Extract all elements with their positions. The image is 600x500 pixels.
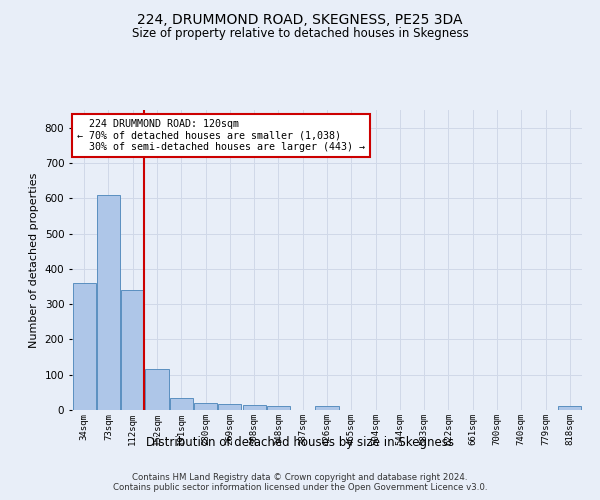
Text: 224 DRUMMOND ROAD: 120sqm
← 70% of detached houses are smaller (1,038)
  30% of : 224 DRUMMOND ROAD: 120sqm ← 70% of detac…: [77, 119, 365, 152]
Y-axis label: Number of detached properties: Number of detached properties: [29, 172, 39, 348]
Text: Contains HM Land Registry data © Crown copyright and database right 2024.
Contai: Contains HM Land Registry data © Crown c…: [113, 473, 487, 492]
Bar: [194, 403, 217, 410]
Bar: [242, 404, 266, 410]
Bar: [121, 290, 144, 410]
Bar: [559, 406, 581, 410]
Bar: [170, 398, 193, 410]
Bar: [145, 370, 169, 410]
Bar: [73, 283, 95, 410]
Bar: [316, 406, 338, 410]
Bar: [267, 406, 290, 410]
Bar: [218, 404, 241, 410]
Text: Distribution of detached houses by size in Skegness: Distribution of detached houses by size …: [146, 436, 454, 449]
Text: 224, DRUMMOND ROAD, SKEGNESS, PE25 3DA: 224, DRUMMOND ROAD, SKEGNESS, PE25 3DA: [137, 12, 463, 26]
Bar: [97, 194, 120, 410]
Text: Size of property relative to detached houses in Skegness: Size of property relative to detached ho…: [131, 28, 469, 40]
